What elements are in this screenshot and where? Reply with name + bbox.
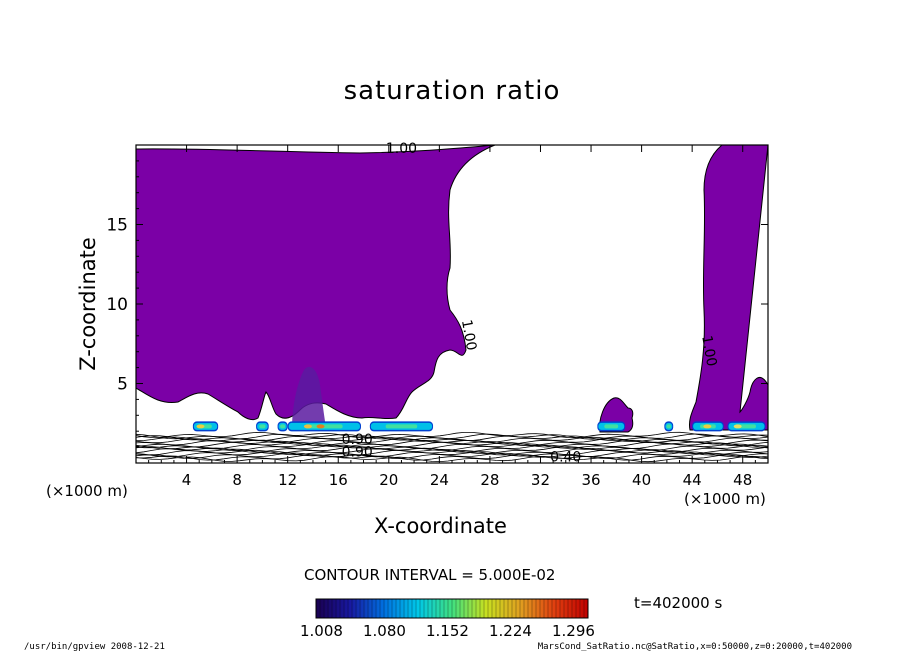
supersaturation-bands xyxy=(192,421,766,432)
y-axis-label: Z-coordinate xyxy=(76,237,100,371)
supersaturation-band-core xyxy=(737,424,756,429)
footer-left: /usr/bin/gpview 2008-12-21 xyxy=(24,642,165,652)
supersaturation-region-right xyxy=(689,145,768,431)
x-tick-label: 32 xyxy=(531,471,550,489)
x-tick-label: 20 xyxy=(379,471,398,489)
colorbar-tick-label: 1.296 xyxy=(552,622,595,640)
supersaturation-region-left xyxy=(136,145,496,421)
contour-label: 1.00 xyxy=(458,318,479,351)
y-axis: 5 10 15 xyxy=(106,160,768,448)
x-tick-label: 40 xyxy=(632,471,651,489)
colorbar xyxy=(315,598,589,619)
supersaturation-core-plume xyxy=(292,366,326,428)
x-unit-label-left: (×1000 m) xyxy=(46,482,128,500)
x-tick-label: 24 xyxy=(430,471,449,489)
y-tick-label: 15 xyxy=(106,216,128,236)
chart-title: saturation ratio xyxy=(343,76,561,106)
surface-contour-line xyxy=(136,454,768,461)
surface-contour-line xyxy=(136,451,768,458)
colorbar-tick-label: 1.224 xyxy=(489,622,532,640)
contour-interval-label: CONTOUR INTERVAL = 5.000E-02 xyxy=(304,566,556,584)
supersaturation-peak xyxy=(303,424,312,429)
contour-label: 0.90 xyxy=(342,432,373,448)
time-label: t=402000 s xyxy=(634,594,723,612)
colorbar-tick-label: 1.008 xyxy=(300,622,343,640)
contour-label: 1.00 xyxy=(698,334,719,367)
contour-label: 0.90 xyxy=(342,445,373,461)
contour-label: 0.40 xyxy=(550,449,581,465)
footer-right: MarsCond_SatRatio.nc@SatRatio,x=0:50000,… xyxy=(537,642,852,652)
x-tick-label: 16 xyxy=(329,471,348,489)
supersaturation-fill-group xyxy=(136,145,768,433)
x-tick-label: 44 xyxy=(683,471,702,489)
contour-label: 1.00 xyxy=(386,141,417,157)
x-tick-label: 4 xyxy=(182,471,192,489)
x-tick-label: 48 xyxy=(733,471,752,489)
supersaturation-band-core xyxy=(280,424,286,429)
surface-contour-line xyxy=(136,443,768,450)
colorbar-tick-label: 1.152 xyxy=(426,622,469,640)
supersaturation-peak xyxy=(316,424,325,429)
x-tick-label: 8 xyxy=(232,471,242,489)
x-tick-label: 36 xyxy=(581,471,600,489)
contour-label-group: 1.00 1.00 1.00 0.900.90 0.40 xyxy=(342,141,720,465)
x-tick-label: 28 xyxy=(480,471,499,489)
surface-contour-line xyxy=(136,444,768,452)
x-axis-label: X-coordinate xyxy=(374,514,507,538)
surface-contour-line xyxy=(136,455,768,463)
x-tick-label: 12 xyxy=(278,471,297,489)
surface-contour-line xyxy=(136,433,768,440)
supersaturation-band-core xyxy=(666,424,671,429)
supersaturation-band-core xyxy=(385,424,418,429)
x-unit-label-right: (×1000 m) xyxy=(684,490,766,508)
supersaturation-peak xyxy=(196,424,205,429)
y-tick-label: 5 xyxy=(117,375,128,395)
surface-contour-line xyxy=(136,431,768,439)
surface-contour-line xyxy=(136,452,768,459)
y-tick-label: 10 xyxy=(106,295,128,315)
supersaturation-band-core xyxy=(604,424,619,429)
x-axis: 4 8 12 16 20 24 28 32 36 40 44 48 xyxy=(148,145,756,489)
supersaturation-peak xyxy=(733,424,742,429)
colorbar-tick-label: 1.080 xyxy=(363,622,406,640)
surface-contour-lines xyxy=(136,431,768,463)
supersaturation-band-core xyxy=(259,424,266,429)
colorbar-stripes xyxy=(319,599,585,618)
supersaturation-peak xyxy=(703,424,712,429)
surface-contour-line xyxy=(136,438,768,445)
top-boundary-contour xyxy=(136,145,496,154)
